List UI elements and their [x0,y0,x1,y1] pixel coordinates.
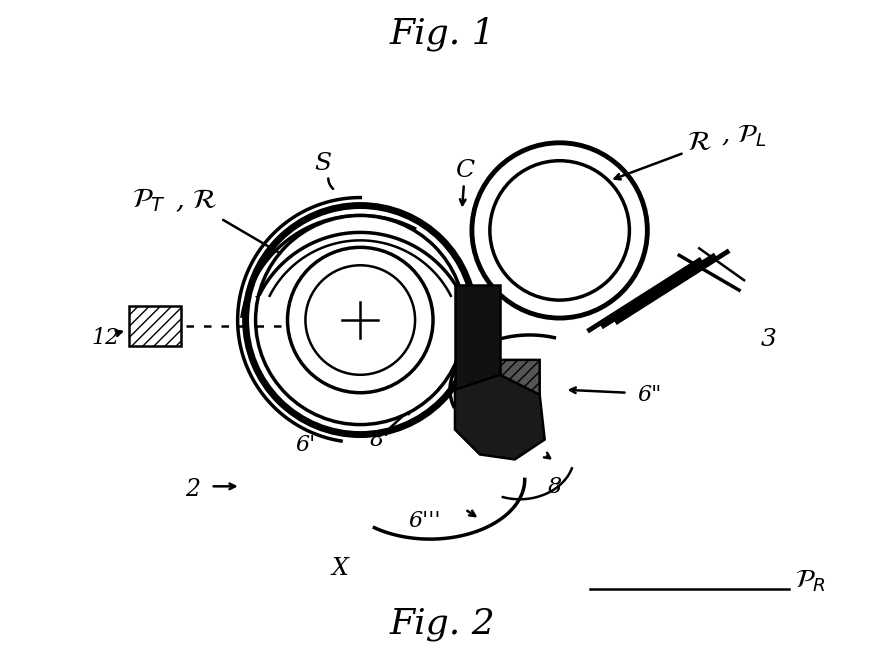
Text: X: X [332,558,349,581]
Bar [455,285,500,415]
Text: S: S [314,152,331,175]
Text: 6''': 6''' [409,510,442,532]
Text: 8: 8 [548,476,562,498]
Bar [129,306,181,346]
Text: $\mathcal{P}_R$: $\mathcal{P}_R$ [796,568,827,594]
Text: $\mathcal{R}$: $\mathcal{R}$ [687,129,712,156]
Text: 6": 6" [637,384,661,406]
Text: , $\mathcal{P}_L$: , $\mathcal{P}_L$ [721,123,767,149]
Text: C: C [456,159,474,182]
Text: 12: 12 [92,327,120,349]
Text: 6': 6' [296,434,316,455]
Polygon shape [465,360,540,449]
Text: 3: 3 [761,328,777,351]
Text: Fig. 1: Fig. 1 [389,16,495,51]
Text: 8': 8' [370,428,390,451]
Text: 2: 2 [185,478,200,501]
Polygon shape [455,374,544,459]
Circle shape [491,162,628,299]
Bar [129,306,181,346]
Text: Fig. 2: Fig. 2 [389,607,495,641]
Circle shape [257,216,464,424]
Text: t: t [254,291,263,313]
Text: , $\mathcal{R}$: , $\mathcal{R}$ [174,187,217,214]
Text: $\mathcal{P}_T$: $\mathcal{P}_T$ [132,187,165,214]
